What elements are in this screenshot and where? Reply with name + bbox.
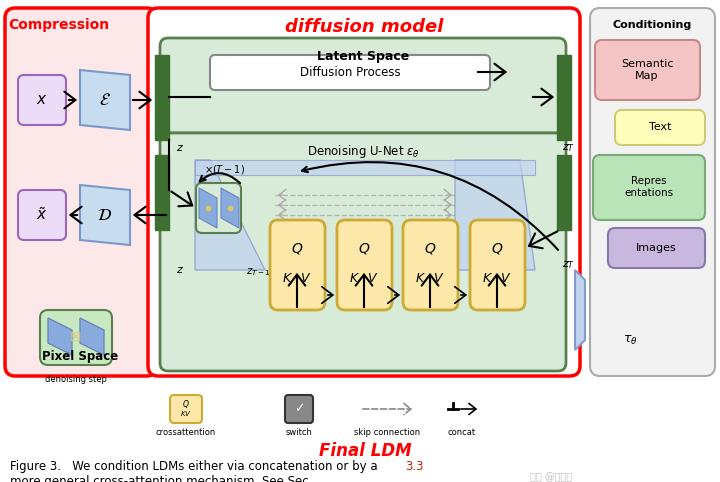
Text: Conditioning: Conditioning xyxy=(613,20,692,30)
Text: $z_T$: $z_T$ xyxy=(562,142,575,154)
Text: 知乎 @智夫真: 知乎 @智夫真 xyxy=(530,472,572,482)
Text: $\tau_\theta$: $\tau_\theta$ xyxy=(623,334,637,347)
Text: $K$: $K$ xyxy=(282,271,294,284)
Text: Diffusion Process: Diffusion Process xyxy=(300,66,400,79)
Text: switch: switch xyxy=(286,428,312,437)
Text: Final LDM: Final LDM xyxy=(319,442,411,460)
FancyBboxPatch shape xyxy=(470,220,525,310)
FancyBboxPatch shape xyxy=(593,155,705,220)
Polygon shape xyxy=(455,160,535,270)
Polygon shape xyxy=(80,318,104,355)
Polygon shape xyxy=(199,188,217,228)
Text: Compression: Compression xyxy=(8,18,109,32)
Text: Denoising U-Net $\epsilon_\theta$: Denoising U-Net $\epsilon_\theta$ xyxy=(307,143,419,160)
FancyBboxPatch shape xyxy=(615,110,705,145)
FancyBboxPatch shape xyxy=(148,8,580,376)
FancyBboxPatch shape xyxy=(595,40,700,100)
Text: $\times(T-1)$: $\times(T-1)$ xyxy=(204,163,246,176)
FancyBboxPatch shape xyxy=(160,133,566,371)
Text: concat: concat xyxy=(448,428,476,437)
FancyBboxPatch shape xyxy=(270,220,325,310)
FancyBboxPatch shape xyxy=(18,190,66,240)
Text: 3.3: 3.3 xyxy=(405,460,423,473)
Text: $V$: $V$ xyxy=(300,271,312,284)
Bar xyxy=(155,55,169,140)
Text: ⊠: ⊠ xyxy=(70,330,82,344)
Text: $z$: $z$ xyxy=(176,265,184,275)
Text: $V$: $V$ xyxy=(367,271,379,284)
Bar xyxy=(557,155,571,230)
Bar xyxy=(557,55,571,140)
Text: crossattention: crossattention xyxy=(156,428,216,437)
FancyBboxPatch shape xyxy=(40,310,112,365)
Text: $Q$: $Q$ xyxy=(358,241,370,255)
FancyBboxPatch shape xyxy=(608,228,705,268)
Text: Latent Space: Latent Space xyxy=(317,50,409,63)
Text: $KV$: $KV$ xyxy=(180,410,192,418)
Text: Images: Images xyxy=(636,243,676,253)
FancyBboxPatch shape xyxy=(170,395,202,423)
Bar xyxy=(155,155,169,230)
Polygon shape xyxy=(80,70,130,130)
Text: diffusion model: diffusion model xyxy=(285,18,444,36)
Text: $V$: $V$ xyxy=(433,271,445,284)
Text: Text: Text xyxy=(649,122,671,132)
Polygon shape xyxy=(80,185,130,245)
Text: $\mathcal{E}$: $\mathcal{E}$ xyxy=(99,91,111,109)
Text: $Q$: $Q$ xyxy=(491,241,503,255)
Text: $K$: $K$ xyxy=(482,271,493,284)
Text: Figure 3.   We condition LDMs either via concatenation or by a
more general cros: Figure 3. We condition LDMs either via c… xyxy=(10,460,377,482)
FancyBboxPatch shape xyxy=(337,220,392,310)
Text: $V$: $V$ xyxy=(500,271,512,284)
FancyBboxPatch shape xyxy=(18,75,66,125)
FancyBboxPatch shape xyxy=(590,8,715,376)
Text: $Q$: $Q$ xyxy=(182,398,190,410)
Text: $K$: $K$ xyxy=(349,271,361,284)
Text: skip connection: skip connection xyxy=(354,428,420,437)
Text: $\mathcal{D}$: $\mathcal{D}$ xyxy=(97,206,112,224)
Text: $Q$: $Q$ xyxy=(424,241,436,255)
FancyBboxPatch shape xyxy=(160,38,566,133)
Text: Pixel Space: Pixel Space xyxy=(42,350,118,363)
Text: $z_{T-1}$: $z_{T-1}$ xyxy=(246,266,271,278)
Text: $x$: $x$ xyxy=(36,93,48,107)
Polygon shape xyxy=(221,188,239,228)
Text: $Q$: $Q$ xyxy=(291,241,303,255)
Text: $z_T$: $z_T$ xyxy=(562,259,575,271)
Text: ✓: ✓ xyxy=(294,402,305,415)
Polygon shape xyxy=(575,270,585,350)
FancyBboxPatch shape xyxy=(210,55,490,90)
Text: $K$: $K$ xyxy=(415,271,426,284)
Text: denoising step: denoising step xyxy=(45,375,107,384)
Bar xyxy=(195,160,535,175)
FancyBboxPatch shape xyxy=(5,8,157,376)
Text: Semantic
Map: Semantic Map xyxy=(621,59,673,81)
Polygon shape xyxy=(48,318,72,355)
Text: $z$: $z$ xyxy=(176,143,184,153)
FancyBboxPatch shape xyxy=(285,395,313,423)
Polygon shape xyxy=(195,160,265,270)
FancyBboxPatch shape xyxy=(196,183,241,233)
FancyBboxPatch shape xyxy=(403,220,458,310)
Text: $\tilde{x}$: $\tilde{x}$ xyxy=(36,207,48,224)
Text: Repres
entations: Repres entations xyxy=(624,176,674,198)
